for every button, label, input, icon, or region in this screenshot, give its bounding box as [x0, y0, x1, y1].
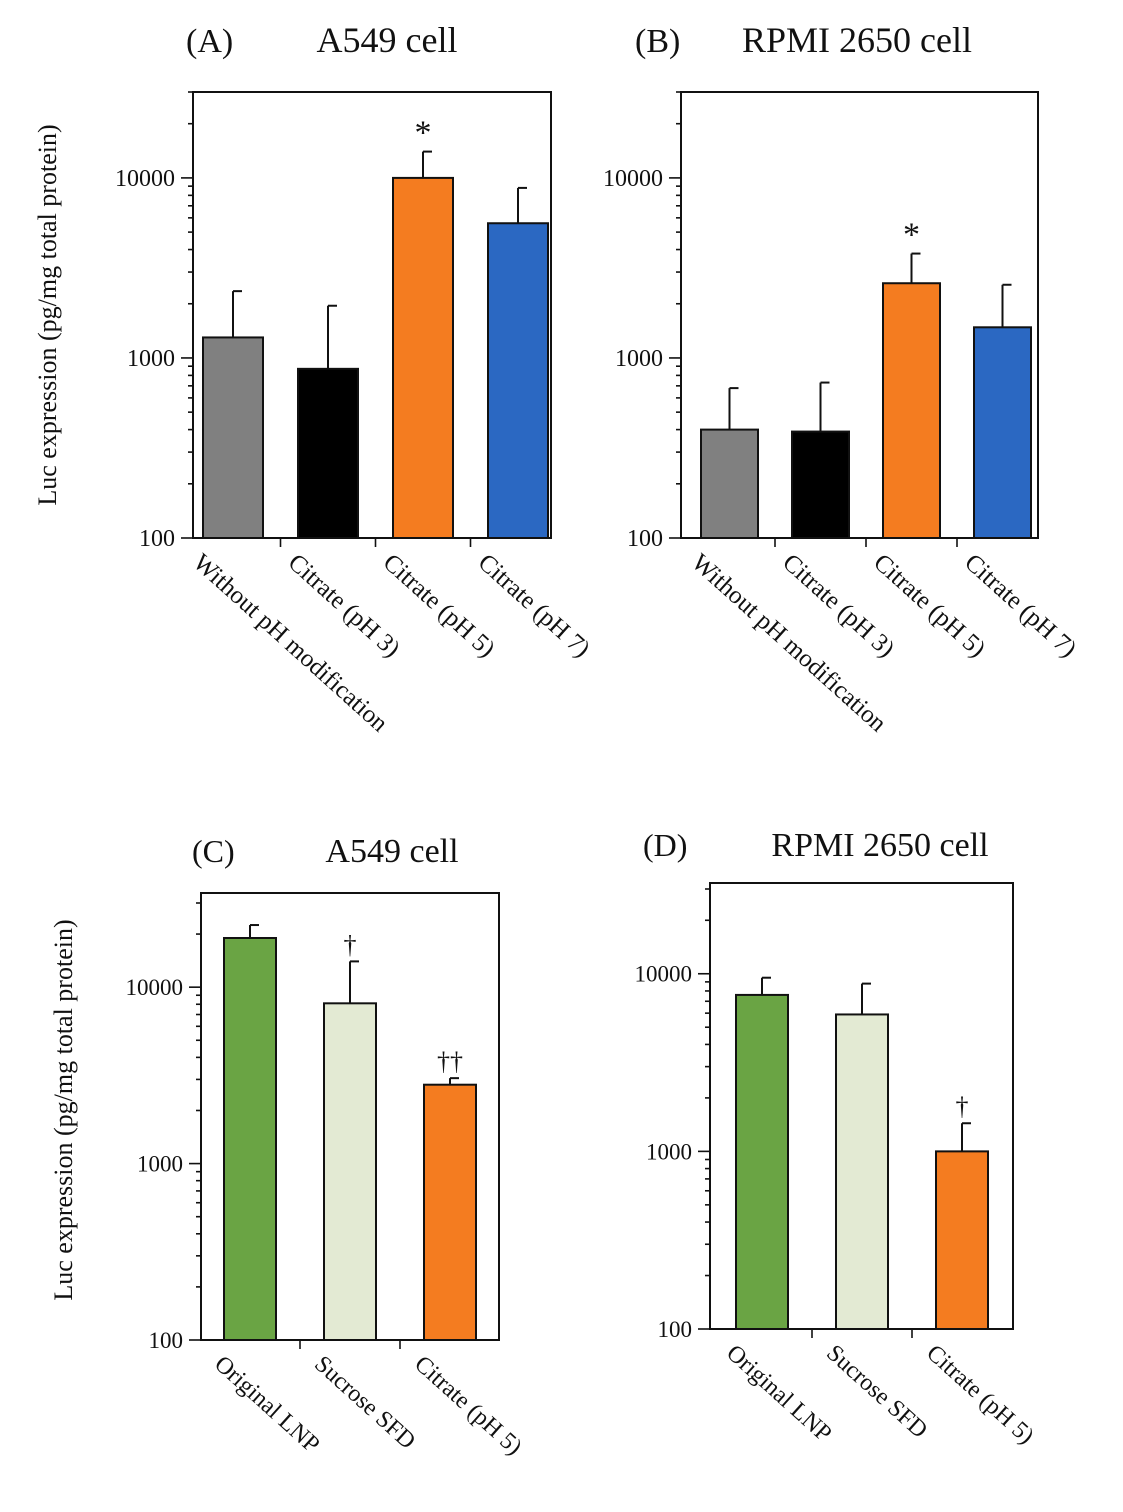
y-tick-label: 10000 — [126, 975, 184, 1000]
bar — [973, 326, 1032, 539]
significance-marker: † — [344, 930, 357, 959]
category-label: Without pH modification — [188, 549, 394, 738]
panel-title: A549 cell — [317, 20, 458, 60]
y-axis-label: Luc expression (pg/mg total protein) — [49, 919, 78, 1300]
y-tick-label: 100 — [627, 526, 663, 552]
plot-frame — [680, 91, 1039, 539]
bar — [735, 993, 789, 1331]
y-tick-label: 100 — [139, 526, 175, 552]
y-tick-label: 10000 — [603, 166, 663, 192]
y-axis-label: Luc expression (pg/mg total protein) — [33, 124, 62, 505]
panel-label: (B) — [635, 23, 680, 60]
y-tick-label: 1000 — [646, 1139, 692, 1164]
panel-title: A549 cell — [325, 833, 458, 870]
significance-marker: * — [903, 217, 920, 254]
category-label: Sucrose SFD — [309, 1351, 420, 1455]
bar — [882, 282, 941, 540]
plot-frame — [200, 892, 500, 1341]
bar — [700, 428, 759, 540]
y-tick-label: 1000 — [127, 346, 175, 372]
chart-panel-c: (C) A549 cell Luc expression (pg/mg total … — [49, 833, 527, 1460]
chart-panel-d: (D) RPMI 2650 cell 100 1000 10000 Original LN… — [635, 827, 1039, 1449]
plot-frame — [709, 882, 1014, 1330]
category-label: Sucrose SFD — [821, 1340, 932, 1444]
y-tick-label: 100 — [658, 1317, 693, 1342]
bar — [223, 936, 277, 1341]
bar — [835, 1013, 889, 1331]
significance-marker: * — [415, 115, 432, 152]
y-tick-label: 1000 — [137, 1152, 183, 1177]
bar — [423, 1083, 477, 1342]
panel-title: RPMI 2650 cell — [771, 827, 988, 864]
bar — [487, 222, 549, 539]
significance-marker: † — [956, 1092, 969, 1121]
category-label: Original LNP — [209, 1351, 324, 1458]
category-label: Citrate (pH 5) — [409, 1351, 526, 1460]
y-tick-label: 1000 — [615, 346, 663, 372]
chart-panel-a: (A) A549 cell Luc expression (pg/mg total … — [33, 20, 595, 738]
y-tick-label: 10000 — [635, 962, 693, 987]
category-label: Citrate (pH 5) — [921, 1340, 1038, 1449]
bar — [392, 176, 454, 539]
bar — [935, 1150, 989, 1331]
category-label: Original LNP — [721, 1340, 836, 1447]
y-tick-label: 10000 — [115, 166, 175, 192]
panel-label: (D) — [643, 827, 687, 863]
significance-marker: †† — [437, 1047, 463, 1076]
bar — [791, 430, 850, 539]
y-tick-label: 100 — [149, 1328, 184, 1353]
panel-title: RPMI 2650 cell — [742, 20, 972, 60]
bar — [323, 1002, 377, 1342]
plot-frame — [192, 91, 552, 539]
bar — [202, 336, 264, 539]
panel-label: (A) — [186, 23, 233, 60]
bar — [297, 367, 359, 539]
panel-label: (C) — [192, 833, 235, 869]
